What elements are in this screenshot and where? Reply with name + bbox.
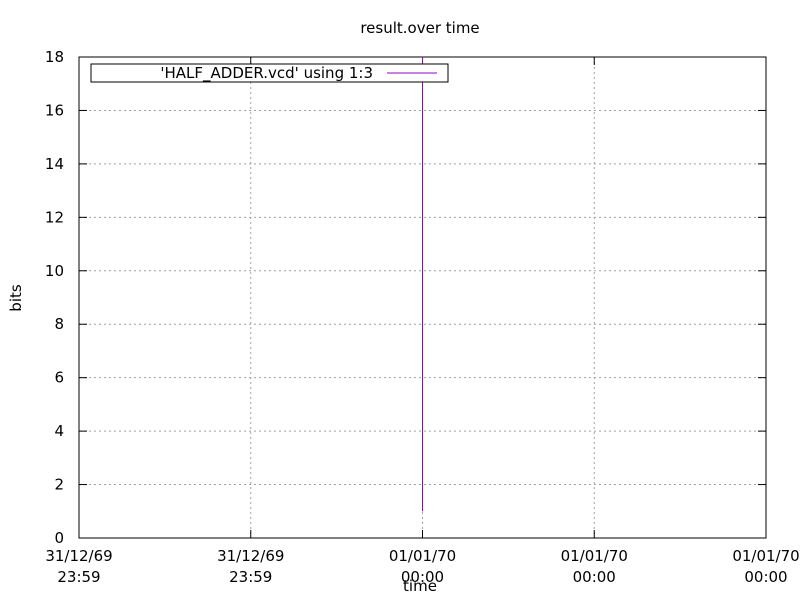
legend-label: 'HALF_ADDER.vcd' using 1:3 bbox=[160, 64, 373, 83]
x-tick-label-time: 00:00 bbox=[573, 568, 616, 586]
legend-box bbox=[90, 63, 449, 83]
y-tick-label: 0 bbox=[54, 529, 64, 547]
y-axis-label: bits bbox=[7, 284, 25, 312]
y-tick-label: 14 bbox=[45, 155, 64, 173]
x-axis: 31/12/69 23:59 31/12/69 23:59 01/01/70 00:00 0… bbox=[45, 57, 800, 586]
y-tick-label: 18 bbox=[45, 48, 64, 66]
x-tick-label: 01/01/70 bbox=[732, 547, 799, 565]
x-tick-label-time: 23:59 bbox=[229, 568, 272, 586]
x-tick-label: 01/01/70 bbox=[389, 547, 456, 565]
x-tick-label-time: 23:59 bbox=[57, 568, 100, 586]
x-axis-label: time bbox=[403, 577, 437, 595]
x-tick-label: 31/12/69 bbox=[45, 547, 112, 565]
x-tick-label-time: 00:00 bbox=[744, 568, 787, 586]
y-tick-label: 2 bbox=[54, 476, 64, 494]
x-tick-label-time: 00:00 bbox=[401, 568, 444, 586]
y-tick-label: 16 bbox=[45, 101, 64, 119]
x-tick-label: 01/01/70 bbox=[561, 547, 628, 565]
y-tick-label: 10 bbox=[45, 262, 64, 280]
y-tick-label: 8 bbox=[54, 315, 64, 333]
y-tick-label: 12 bbox=[45, 208, 64, 226]
y-axis: 0 2 4 6 8 10 12 14 16 18 bbox=[45, 48, 766, 547]
chart-title: result.over time bbox=[360, 19, 479, 37]
x-tick-label: 31/12/69 bbox=[217, 547, 284, 565]
legend: 'HALF_ADDER.vcd' using 1:3 bbox=[90, 63, 449, 83]
y-tick-label: 4 bbox=[54, 422, 64, 440]
y-tick-label: 6 bbox=[54, 369, 64, 387]
